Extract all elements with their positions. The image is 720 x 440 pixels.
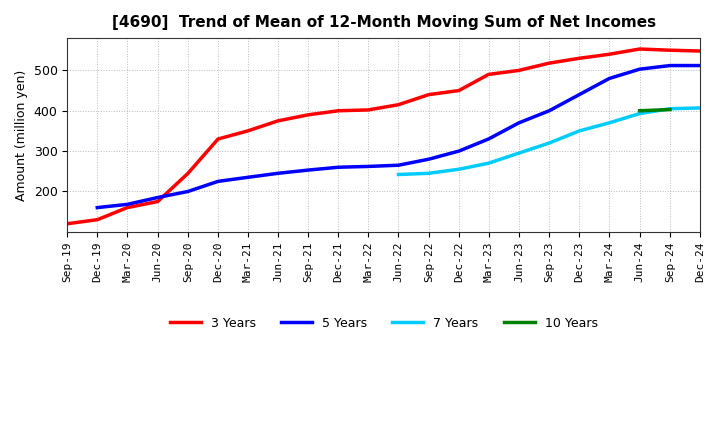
Y-axis label: Amount (million yen): Amount (million yen): [15, 70, 28, 201]
Title: [4690]  Trend of Mean of 12-Month Moving Sum of Net Incomes: [4690] Trend of Mean of 12-Month Moving …: [112, 15, 656, 30]
Legend: 3 Years, 5 Years, 7 Years, 10 Years: 3 Years, 5 Years, 7 Years, 10 Years: [164, 312, 603, 335]
